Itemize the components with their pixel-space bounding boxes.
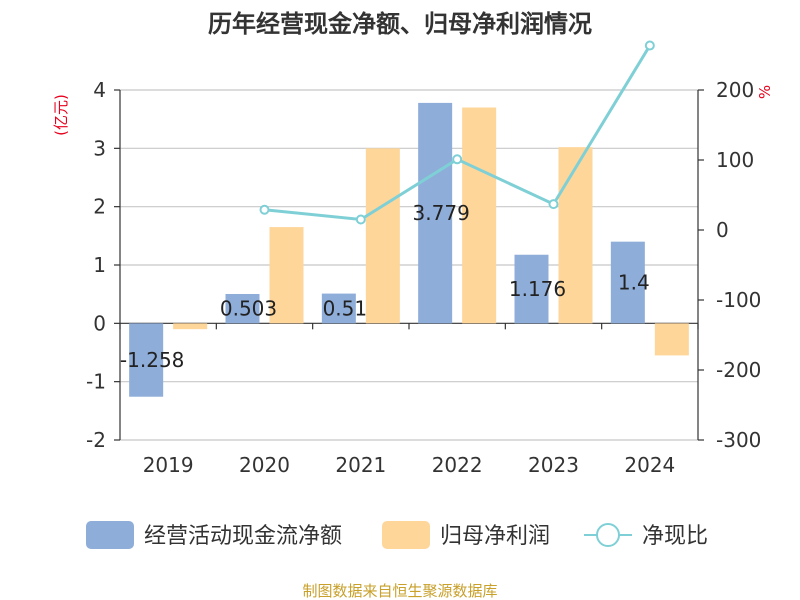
bar-net-profit <box>654 323 689 356</box>
data-label-operating-cash-flow: 0.51 <box>323 296 368 320</box>
chart-title: 历年经营现金净额、归母净利润情况 <box>208 10 592 38</box>
legend-swatch <box>382 521 430 549</box>
data-label-operating-cash-flow: 1.4 <box>618 271 650 295</box>
legend-label: 归母净利润 <box>440 524 550 549</box>
bar-operating-cash-flow <box>321 293 356 324</box>
point-cash-ratio <box>355 214 366 225</box>
category-label: 2019 <box>143 453 194 477</box>
data-label-operating-cash-flow: 1.176 <box>509 277 566 301</box>
data-label-operating-cash-flow: 0.503 <box>220 297 277 321</box>
right-tick-label: 100 <box>716 148 754 172</box>
left-tick-label: 3 <box>93 136 106 160</box>
legend-label: 净现比 <box>642 524 708 549</box>
point-cash-ratio <box>259 204 270 215</box>
legend-label: 经营活动现金流净额 <box>144 524 342 549</box>
point-cash-ratio <box>452 154 463 165</box>
bar-net-profit <box>558 147 593 324</box>
legend-swatch <box>86 521 134 549</box>
bar-operating-cash-flow <box>225 293 260 324</box>
right-axis-unit: % <box>756 85 774 99</box>
category-label: 2020 <box>239 453 290 477</box>
point-cash-ratio <box>548 199 559 210</box>
bar-net-profit <box>365 148 400 324</box>
left-tick-label: -2 <box>86 428 106 452</box>
bar-net-profit <box>462 107 497 324</box>
bar-net-profit <box>173 323 208 330</box>
bar-net-profit <box>269 227 304 324</box>
right-tick-label: -200 <box>716 358 761 382</box>
right-tick-label: 0 <box>716 218 729 242</box>
category-label: 2024 <box>624 453 675 477</box>
bar-operating-cash-flow <box>418 102 453 324</box>
bar-operating-cash-flow <box>129 323 164 397</box>
left-tick-label: 2 <box>93 195 106 219</box>
left-tick-label: 1 <box>93 253 106 277</box>
data-label-operating-cash-flow: -1.258 <box>120 348 184 372</box>
left-axis-unit: (亿元) <box>52 94 70 136</box>
category-label: 2023 <box>528 453 579 477</box>
left-tick-label: -1 <box>86 370 106 394</box>
right-tick-label: -100 <box>716 288 761 312</box>
bar-operating-cash-flow <box>514 254 549 324</box>
left-tick-label: 4 <box>93 78 106 102</box>
data-label-operating-cash-flow: 3.779 <box>413 201 470 225</box>
source-note: 制图数据来自恒生聚源数据库 <box>302 582 497 600</box>
legend-swatch-point <box>596 523 620 547</box>
bar-operating-cash-flow <box>610 241 645 324</box>
right-tick-label: 200 <box>716 78 754 102</box>
category-label: 2021 <box>335 453 386 477</box>
point-cash-ratio <box>644 40 655 51</box>
left-tick-label: 0 <box>93 311 106 335</box>
right-tick-label: -300 <box>716 428 761 452</box>
category-label: 2022 <box>432 453 483 477</box>
